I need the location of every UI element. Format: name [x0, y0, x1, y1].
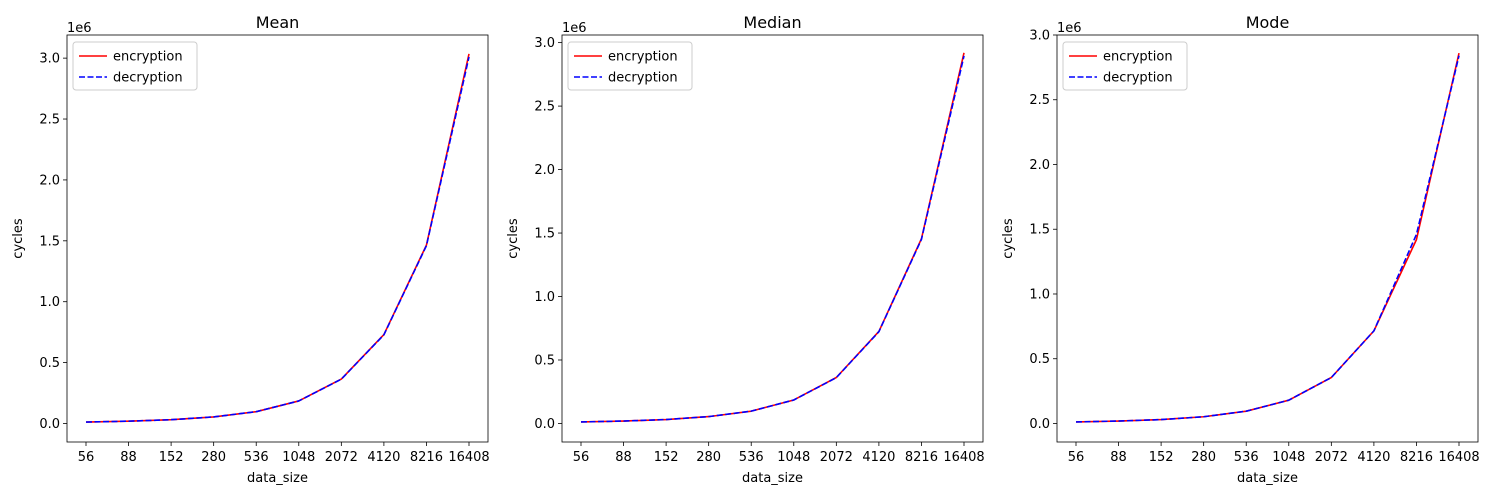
y-axis-label: cycles: [11, 218, 26, 259]
x-axis-label: data_size: [1237, 471, 1298, 486]
x-tick-label: 8216: [410, 450, 443, 465]
y-axis-label: cycles: [1001, 218, 1016, 259]
legend-label: decryption: [1103, 71, 1173, 86]
y-tick-label: 0.5: [39, 356, 60, 371]
y-tick-label: 2.5: [39, 113, 60, 128]
y-tick-label: 2.5: [534, 100, 555, 115]
y-tick-label: 0.0: [1029, 417, 1050, 432]
x-tick-label: 4120: [1357, 450, 1390, 465]
x-tick-label: 16408: [1438, 450, 1479, 465]
y-tick-label: 1.5: [534, 227, 555, 242]
x-tick-label: 536: [244, 450, 269, 465]
legend-label: decryption: [113, 71, 183, 86]
x-tick-label: 1048: [777, 450, 810, 465]
y-tick-label: 1.5: [1029, 223, 1050, 238]
x-tick-label: 152: [654, 450, 679, 465]
series-line-decryption: [85, 56, 470, 423]
legend-label: encryption: [113, 50, 183, 65]
x-tick-label: 8216: [1400, 450, 1433, 465]
series-line-decryption: [580, 55, 965, 423]
x-tick-label: 56: [573, 450, 590, 465]
y-tick-label: 2.0: [534, 163, 555, 178]
y-tick-label: 3.0: [1029, 29, 1050, 44]
y-offset-label: 1e6: [562, 21, 587, 36]
x-tick-label: 8216: [905, 450, 938, 465]
subplot-mode: Mode 1e6 56 88 152 280 536 1048 2072 4120 8216 1640…: [1001, 13, 1480, 486]
plot-frame: [66, 34, 489, 443]
y-tick-label: 2.0: [39, 173, 60, 188]
subplot-mean: Mean 1e6 56 88 152 280 536 1048 2072 4120 8216 1640…: [11, 13, 490, 486]
y-tick-label: 2.0: [1029, 158, 1050, 173]
x-tick-label: 56: [1068, 450, 1085, 465]
series-line-encryption: [580, 52, 965, 423]
x-tick-label: 88: [120, 450, 137, 465]
y-tick-label: 2.5: [1029, 93, 1050, 108]
x-tick-label: 2072: [1315, 450, 1348, 465]
y-tick-label: 1.0: [39, 295, 60, 310]
x-tick-label: 536: [1234, 450, 1259, 465]
chart-title: Median: [743, 13, 801, 32]
y-tick-label: 3.0: [39, 52, 60, 67]
legend-label: encryption: [608, 50, 678, 65]
plot-frame: [561, 34, 984, 443]
x-tick-label: 280: [1191, 450, 1216, 465]
x-tick-label: 16408: [448, 450, 489, 465]
x-tick-label: 4120: [862, 450, 895, 465]
x-tick-label: 16408: [943, 450, 984, 465]
legend: encryption decryption: [567, 41, 693, 91]
x-tick-label: 2072: [325, 450, 358, 465]
legend-label: decryption: [608, 71, 678, 86]
x-tick-label: 4120: [367, 450, 400, 465]
series-line-encryption: [1075, 52, 1460, 423]
legend: encryption decryption: [1062, 41, 1188, 91]
y-tick-label: 0.0: [534, 417, 555, 432]
x-tick-label: 88: [1110, 450, 1127, 465]
y-offset-label: 1e6: [1057, 21, 1082, 36]
x-tick-label: 280: [201, 450, 226, 465]
y-tick-label: 3.0: [534, 36, 555, 51]
legend-box: [1062, 41, 1188, 91]
y-tick-label: 1.5: [39, 234, 60, 249]
x-tick-label: 88: [615, 450, 632, 465]
y-tick-label: 0.5: [1029, 352, 1050, 367]
y-tick-label: 0.0: [39, 417, 60, 432]
x-tick-label: 536: [739, 450, 764, 465]
y-tick-label: 1.0: [1029, 287, 1050, 302]
y-offset-label: 1e6: [67, 21, 92, 36]
y-tick-label: 0.5: [534, 353, 555, 368]
y-axis-label: cycles: [506, 218, 521, 259]
x-tick-label: 152: [1149, 450, 1174, 465]
chart-title: Mean: [256, 13, 300, 32]
y-tick-label: 1.0: [534, 290, 555, 305]
x-axis-label: data_size: [247, 471, 308, 486]
x-tick-label: 56: [78, 450, 95, 465]
legend: encryption decryption: [72, 41, 198, 91]
plot-frame: [1056, 34, 1479, 443]
legend-box: [567, 41, 693, 91]
series-line-decryption: [1075, 55, 1460, 423]
subplot-median: Median 1e6 56 88 152 280 536 1048 2072 4120 8216 16…: [506, 13, 985, 486]
legend-box: [72, 41, 198, 91]
x-tick-label: 1048: [282, 450, 315, 465]
x-tick-label: 152: [159, 450, 184, 465]
x-axis-label: data_size: [742, 471, 803, 486]
legend-label: encryption: [1103, 50, 1173, 65]
chart-title: Mode: [1246, 13, 1290, 32]
series-line-encryption: [85, 53, 470, 423]
x-tick-label: 280: [696, 450, 721, 465]
x-tick-label: 1048: [1272, 450, 1305, 465]
x-tick-label: 2072: [820, 450, 853, 465]
